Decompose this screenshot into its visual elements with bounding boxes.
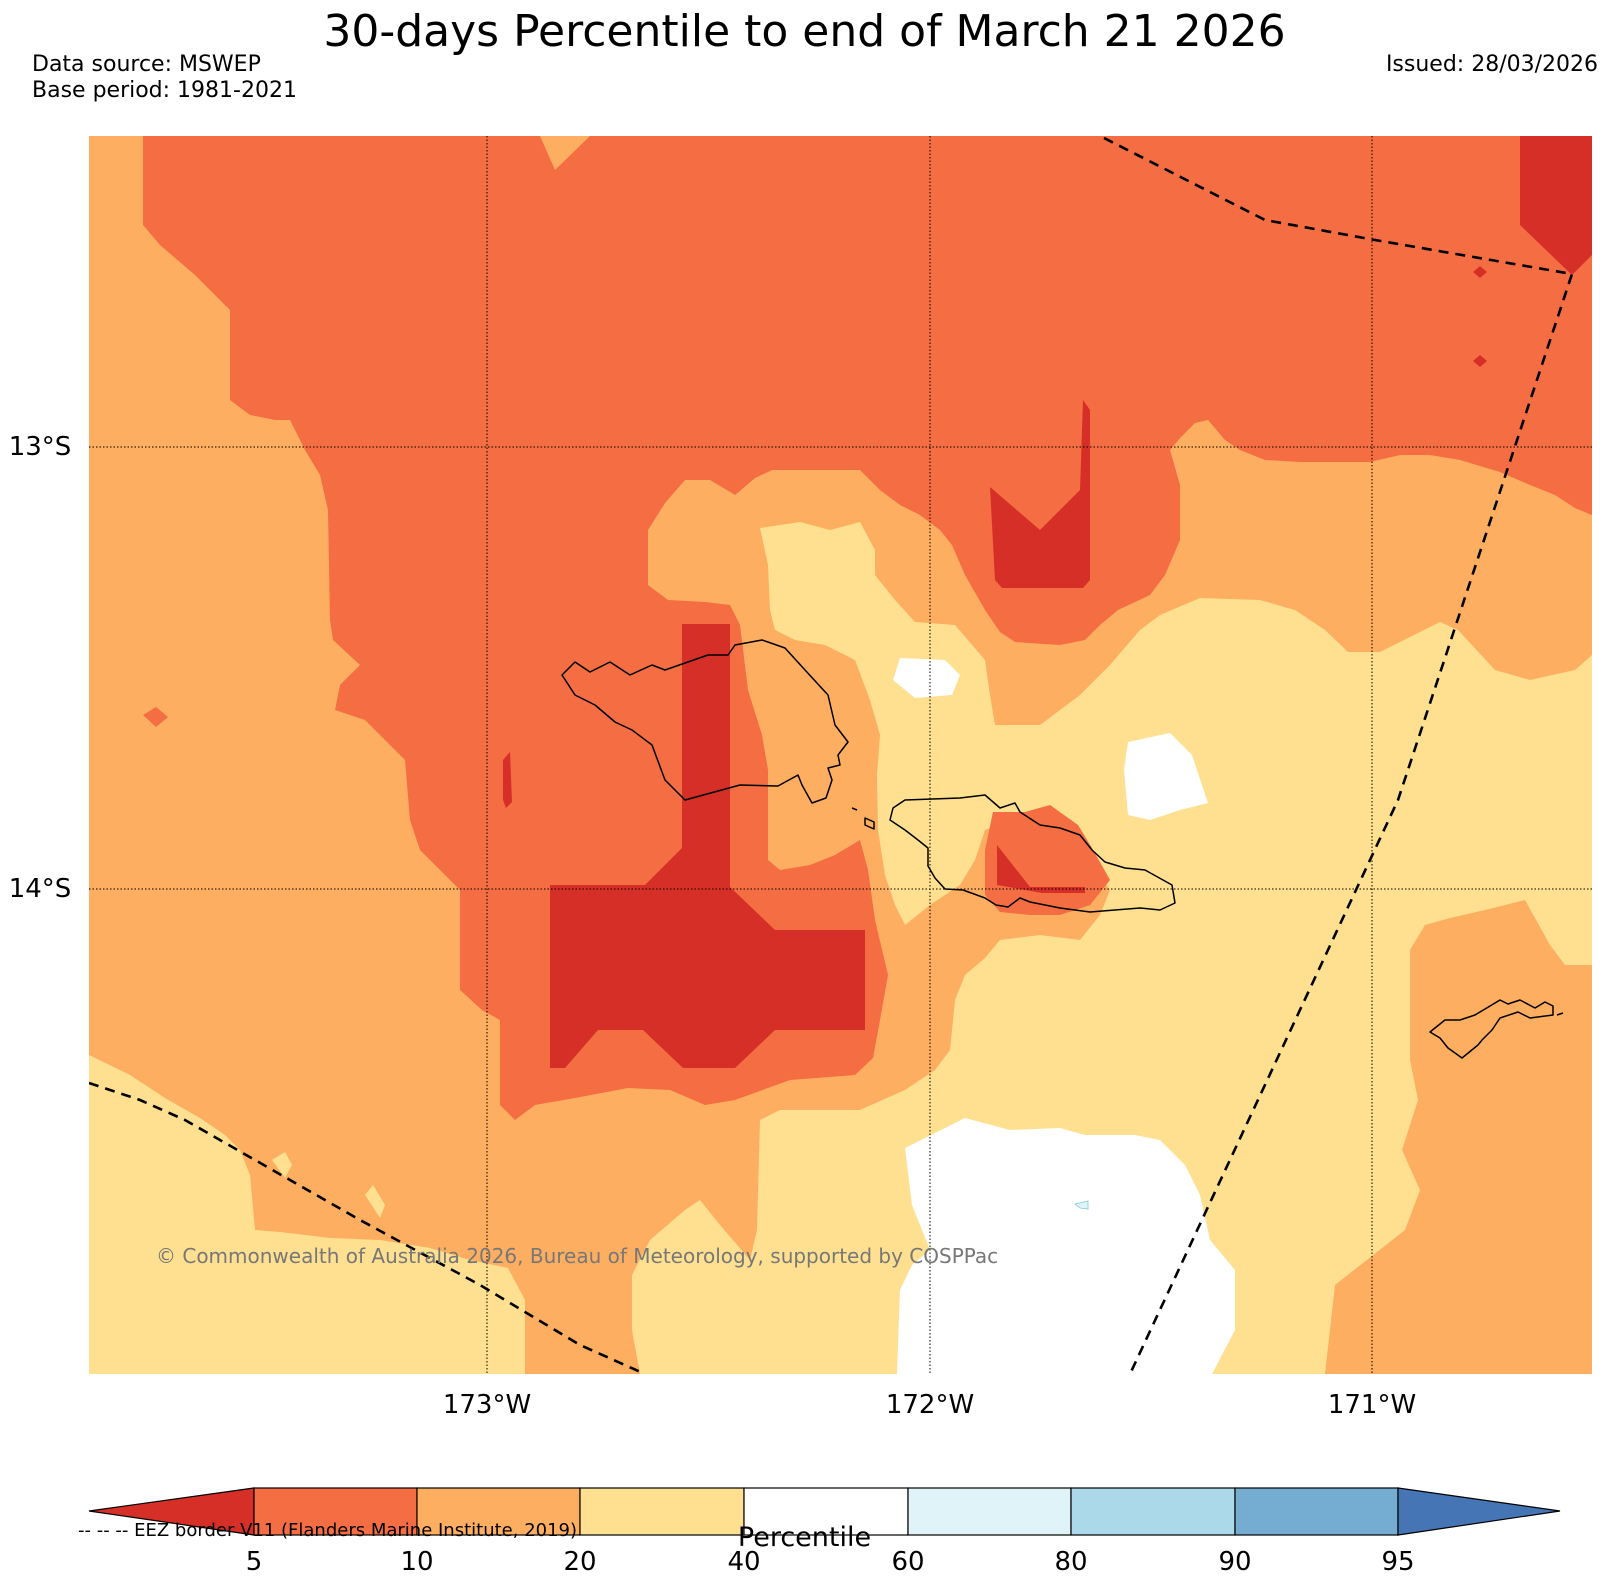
colorbar-segment-10-20 (416, 1487, 581, 1536)
zone-40-60 (897, 1118, 1235, 1374)
zone-40-60 (1124, 733, 1208, 820)
colorbar-segment-40-60 (743, 1487, 909, 1536)
colorbar-tick-label: 90 (1218, 1547, 1251, 1577)
zone-below-5 (1520, 136, 1592, 275)
colorbar-segment-5-10 (253, 1487, 418, 1536)
zone-40-60 (893, 658, 960, 698)
issued-date-label: Issued: 28/03/2026 (1385, 52, 1598, 77)
eez-border-line (89, 1081, 646, 1374)
base-period-label: Base period: 1981-2021 (32, 78, 297, 103)
colorbar (88, 1487, 1561, 1536)
zone-below-5 (997, 845, 1085, 893)
zone-below-5 (550, 624, 865, 1068)
eez-legend-note: -- -- -- EEZ border V11 (Flanders Marine… (78, 1520, 578, 1541)
zone-20-40 (272, 1152, 292, 1178)
coastline-apolima (851, 807, 858, 811)
zone-20-40 (365, 1185, 385, 1218)
page-title: 30-days Percentile to end of March 21 20… (323, 6, 1286, 57)
eez-borders (89, 136, 1574, 1374)
colorbar-tick-label: 40 (727, 1547, 760, 1577)
zone-5-10 (143, 136, 1592, 1120)
colorbar-ticks: 5 10 20 40 60 80 90 95 (246, 1547, 1415, 1577)
colorbar-tick-label: 10 (400, 1547, 433, 1577)
coastline-tutuila (1429, 999, 1554, 1059)
data-source-label: Data source: MSWEP (32, 52, 261, 77)
lat-label: 14°S (9, 874, 72, 904)
zone-20-40 (632, 522, 1592, 1374)
coastline-savaii (561, 639, 849, 804)
copyright-notice: © Commonwealth of Australia 2026, Bureau… (156, 1244, 999, 1268)
colorbar-tick-label: 5 (246, 1547, 263, 1577)
zone-below-5 (990, 400, 1090, 588)
colorbar-label: Percentile (737, 1522, 872, 1553)
colorbar-segment-80-90 (1070, 1487, 1236, 1536)
coastlines (561, 639, 1564, 1059)
lon-label: 171°W (1328, 1390, 1416, 1420)
coastline-manono (864, 817, 875, 830)
coastline-upolu (889, 794, 1176, 913)
lat-label: 13°S (9, 432, 72, 462)
eez-border-line (1103, 136, 1574, 1374)
colorbar-arrow-above-95 (1397, 1487, 1561, 1536)
colorbar-segment-90-95 (1234, 1487, 1399, 1536)
colorbar-segment-60-80 (907, 1487, 1072, 1536)
colorbar-tick-label: 95 (1381, 1547, 1414, 1577)
coastline-aunuu (1556, 1012, 1564, 1016)
zone-below-5 (1473, 266, 1487, 278)
zone-60-80 (1074, 1200, 1089, 1210)
colorbar-tick-label: 60 (891, 1547, 924, 1577)
zone-below-5 (503, 752, 512, 808)
lon-label: 172°W (886, 1390, 974, 1420)
zone-20-40 (89, 1055, 525, 1374)
colorbar-tick-label: 80 (1054, 1547, 1087, 1577)
colorbar-tick-label: 20 (563, 1547, 596, 1577)
zone-below-5 (1473, 355, 1487, 367)
lon-label: 173°W (443, 1390, 531, 1420)
map-area (89, 136, 1592, 1374)
zone-5-10 (143, 707, 168, 727)
